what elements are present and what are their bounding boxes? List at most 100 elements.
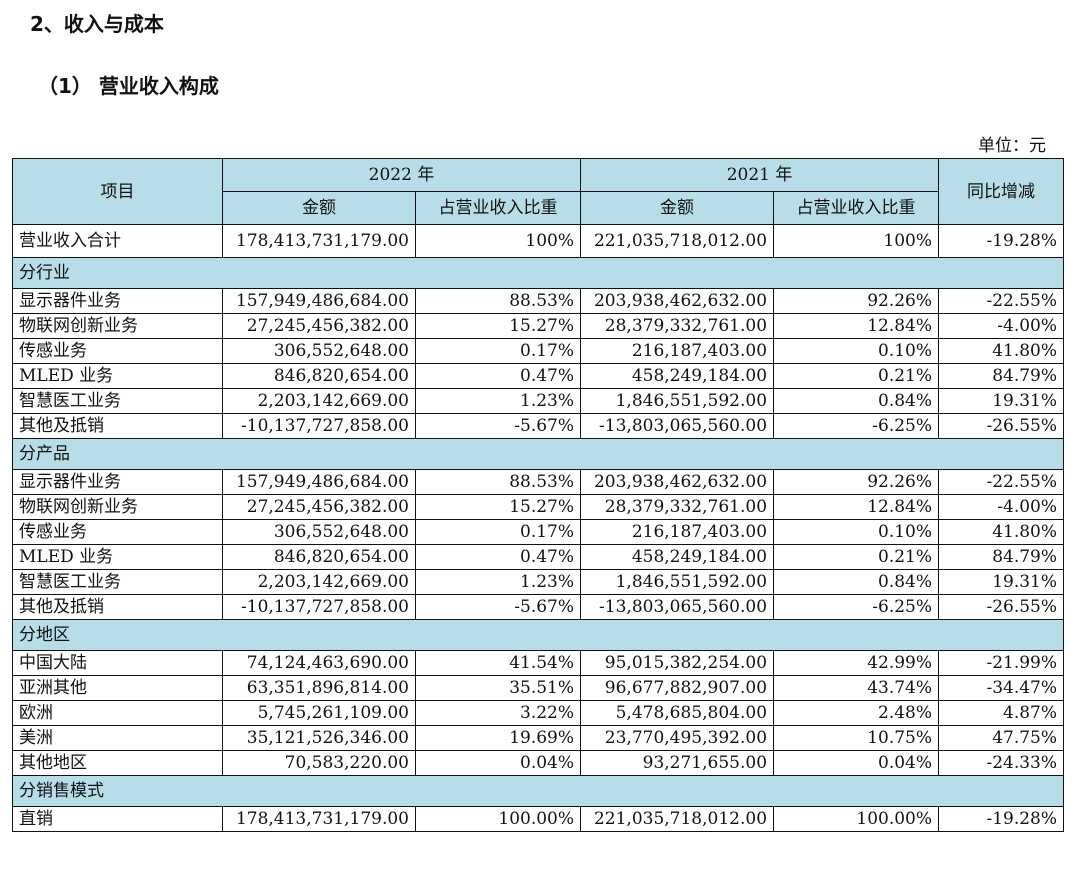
amount-2021: 1,846,551,592.00: [580, 388, 775, 414]
amount-2021: 5,478,685,804.00: [580, 700, 775, 726]
amount-2022: 35,121,526,346.00: [222, 725, 416, 751]
share-2022: 88.53%: [414, 469, 582, 495]
yoy-change: -22.55%: [938, 288, 1065, 314]
row-label: 物联网创新业务: [12, 494, 223, 520]
share-2021: 0.10%: [773, 519, 940, 545]
total-share-2022: 100%: [414, 224, 582, 258]
table-row: 显示器件业务 157,949,486,684.00 88.53% 203,938,46…: [12, 469, 1065, 495]
share-2022: 19.69%: [414, 725, 582, 751]
amount-2022: 178,413,731,179.00: [222, 806, 416, 832]
amount-2021: 1,846,551,592.00: [580, 569, 775, 595]
row-label: 显示器件业务: [12, 469, 223, 495]
share-2021: 12.84%: [773, 313, 940, 339]
yoy-change: -21.99%: [938, 650, 1065, 676]
row-label: 智慧医工业务: [12, 569, 223, 595]
yoy-change: -26.55%: [938, 413, 1065, 439]
amount-2021: 93,271,655.00: [580, 750, 775, 776]
row-label: 其他地区: [12, 750, 223, 776]
section-title: 分产品: [11, 438, 1065, 470]
amount-2022: 157,949,486,684.00: [222, 288, 416, 314]
amount-2022: 157,949,486,684.00: [222, 469, 416, 495]
amount-2022: -10,137,727,858.00: [222, 594, 416, 620]
total-amount-2022: 178,413,731,179.00: [222, 224, 416, 258]
header-year-2022: 2022 年: [221, 158, 582, 192]
share-2022: 100.00%: [414, 806, 582, 832]
amount-2021: 221,035,718,012.00: [580, 806, 775, 832]
unit-label: 单位：元: [978, 136, 1046, 156]
amount-2022: 846,820,654.00: [222, 363, 416, 389]
share-2022: 0.47%: [414, 363, 582, 389]
table-row: 传感业务 306,552,648.00 0.17% 216,187,403.00 0.1…: [12, 338, 1065, 364]
yoy-change: 4.87%: [938, 700, 1065, 726]
revenue-composition-table: 项目 2022 年 2021 年 同比增减 金额 占营业收入比重 金额 占营业收…: [11, 158, 1065, 832]
yoy-change: 19.31%: [938, 388, 1065, 414]
table-row: 中国大陆 74,124,463,690.00 41.54% 95,015,382,25…: [12, 650, 1065, 676]
section-row: 分销售模式: [11, 775, 1065, 807]
row-label: 其他及抵销: [12, 594, 223, 620]
amount-2021: 216,187,403.00: [580, 519, 775, 545]
amount-2021: 96,677,882,907.00: [580, 675, 775, 701]
table-row: MLED 业务 846,820,654.00 0.47% 458,249,184.00…: [12, 544, 1065, 570]
amount-2021: -13,803,065,560.00: [580, 594, 775, 620]
amount-2022: 846,820,654.00: [222, 544, 416, 570]
share-2022: 0.17%: [414, 519, 582, 545]
table-row: 显示器件业务 157,949,486,684.00 88.53% 203,938,46…: [12, 288, 1065, 314]
table-row: 其他及抵销 -10,137,727,858.00 -5.67% -13,803,065…: [12, 413, 1065, 439]
table-row: 智慧医工业务 2,203,142,669.00 1.23% 1,846,551,592…: [12, 388, 1065, 414]
header-yoy: 同比增减: [938, 158, 1065, 225]
sub-heading: （1） 营业收入构成: [38, 74, 219, 98]
amount-2022: 2,203,142,669.00: [222, 388, 416, 414]
amount-2022: 306,552,648.00: [222, 338, 416, 364]
amount-2021: 203,938,462,632.00: [580, 288, 775, 314]
row-label: 欧洲: [12, 700, 223, 726]
section-row: 分产品: [11, 438, 1065, 470]
share-2021: -6.25%: [773, 594, 940, 620]
table-row: MLED 业务 846,820,654.00 0.47% 458,249,184.00…: [12, 363, 1065, 389]
yoy-change: 41.80%: [938, 338, 1065, 364]
section-heading: 2、收入与成本: [30, 12, 164, 36]
yoy-change: -4.00%: [938, 494, 1065, 520]
amount-2022: 27,245,456,382.00: [222, 494, 416, 520]
share-2021: 43.74%: [773, 675, 940, 701]
row-label: 传感业务: [12, 338, 223, 364]
header-share-2021: 占营业收入比重: [773, 191, 940, 225]
section-title: 分行业: [11, 257, 1065, 289]
amount-2021: 28,379,332,761.00: [580, 494, 775, 520]
share-2022: 1.23%: [414, 569, 582, 595]
amount-2022: -10,137,727,858.00: [222, 413, 416, 439]
share-2022: 41.54%: [414, 650, 582, 676]
share-2022: 0.04%: [414, 750, 582, 776]
share-2022: 88.53%: [414, 288, 582, 314]
yoy-change: -4.00%: [938, 313, 1065, 339]
total-row: 营业收入合计 178,413,731,179.00 100% 221,035,7…: [12, 224, 1065, 258]
yoy-change: -26.55%: [938, 594, 1065, 620]
table-row: 亚洲其他 63,351,896,814.00 35.51% 96,677,882,90…: [12, 675, 1065, 701]
row-label: MLED 业务: [12, 363, 223, 389]
table-row: 直销 178,413,731,179.00 100.00% 221,035,718,0…: [12, 806, 1065, 832]
amount-2021: 216,187,403.00: [580, 338, 775, 364]
row-label: 直销: [12, 806, 223, 832]
amount-2021: 458,249,184.00: [580, 544, 775, 570]
header-share-2022: 占营业收入比重: [414, 191, 582, 225]
amount-2022: 306,552,648.00: [222, 519, 416, 545]
total-amount-2021: 221,035,718,012.00: [580, 224, 775, 258]
share-2021: 92.26%: [773, 469, 940, 495]
row-label: 亚洲其他: [12, 675, 223, 701]
yoy-change: 47.75%: [938, 725, 1065, 751]
yoy-change: 19.31%: [938, 569, 1065, 595]
amount-2022: 74,124,463,690.00: [222, 650, 416, 676]
yoy-change: 41.80%: [938, 519, 1065, 545]
yoy-change: -19.28%: [938, 806, 1065, 832]
share-2021: 0.10%: [773, 338, 940, 364]
table-row: 智慧医工业务 2,203,142,669.00 1.23% 1,846,551,592…: [12, 569, 1065, 595]
yoy-change: 84.79%: [938, 544, 1065, 570]
yoy-change: -34.47%: [938, 675, 1065, 701]
total-label: 营业收入合计: [12, 224, 223, 258]
table-row: 其他及抵销 -10,137,727,858.00 -5.67% -13,803,065…: [12, 594, 1065, 620]
table-row: 传感业务 306,552,648.00 0.17% 216,187,403.00 0.1…: [12, 519, 1065, 545]
header-item: 项目: [12, 158, 223, 225]
section-row: 分行业: [11, 257, 1065, 289]
share-2021: 12.84%: [773, 494, 940, 520]
row-label: 智慧医工业务: [12, 388, 223, 414]
row-label: 显示器件业务: [12, 288, 223, 314]
